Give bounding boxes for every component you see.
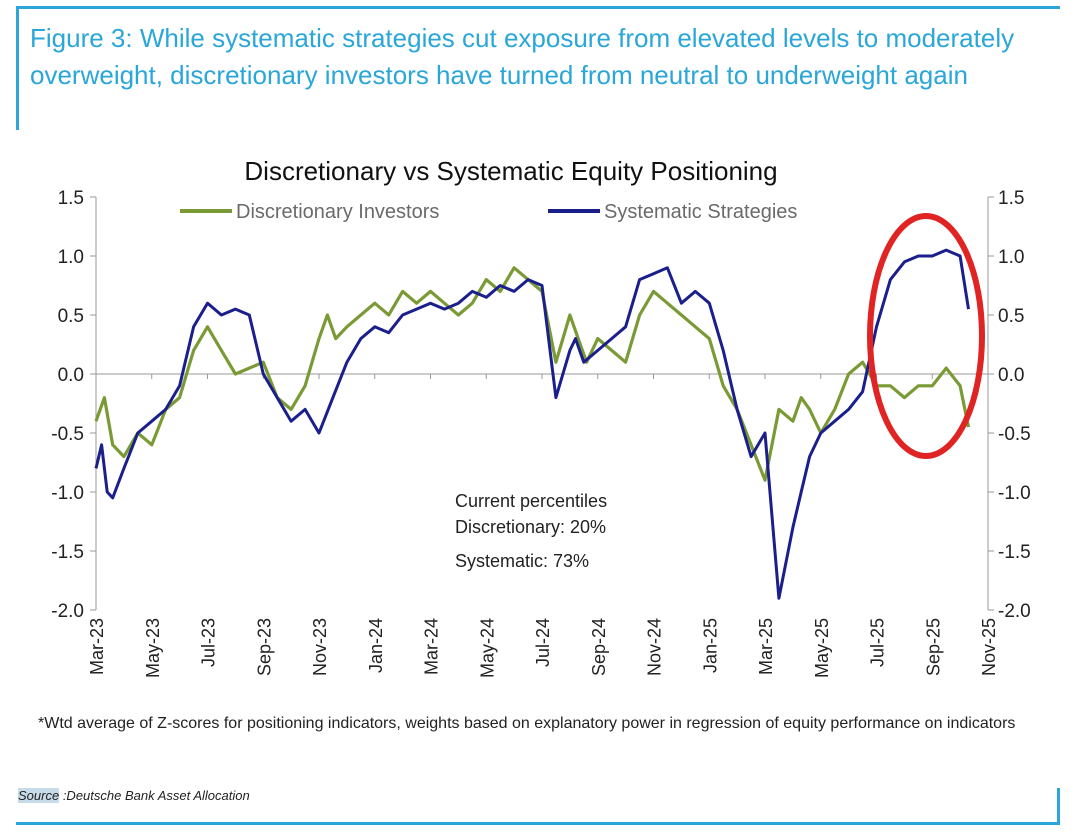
left-rule	[16, 6, 19, 130]
x-tick-label: Jan-24	[366, 618, 386, 673]
x-tick-label: Nov-24	[645, 618, 665, 676]
x-tick-label: May-25	[812, 618, 832, 678]
series-systematic-line	[94, 248, 970, 600]
y-tick-label-right: -2.0	[998, 601, 1031, 622]
y-tick-label-left: -1.0	[51, 483, 84, 504]
x-tick-label: Nov-23	[310, 618, 330, 676]
chart-area: Discretionary vs Systematic Equity Posit…	[0, 140, 1080, 710]
x-tick-label: Mar-25	[756, 618, 776, 675]
y-tick-label-left: 1.0	[58, 247, 84, 268]
y-tick-label-left: 0.5	[58, 306, 84, 327]
y-tick-label-left: -0.5	[51, 424, 84, 445]
footnote: *Wtd average of Z-scores for positioning…	[38, 715, 1016, 732]
x-tick-label: Jul-23	[199, 618, 219, 667]
y-tick-label-right: -0.5	[998, 424, 1031, 445]
x-tick-label: Mar-24	[422, 618, 442, 675]
y-tick-label-right: 0.5	[998, 306, 1024, 327]
x-tick-label: Sep-23	[254, 618, 274, 676]
y-tick-label-right: 1.0	[998, 247, 1024, 268]
percentile-annotation: Current percentiles Discretionary: 20% S…	[455, 491, 607, 571]
y-tick-label-right: -1.5	[998, 542, 1031, 563]
x-tick-label: Nov-25	[979, 618, 999, 676]
x-tick-label: May-24	[477, 618, 497, 678]
x-tick-label: Jan-25	[700, 618, 720, 673]
line-chart: Discretionary vs Systematic Equity Posit…	[51, 156, 1031, 678]
y-tick-label-left: -1.5	[51, 542, 84, 563]
legend: Discretionary Investors Systematic Strat…	[180, 201, 797, 223]
y-tick-label-right: 0.0	[998, 365, 1024, 386]
chart-title: Discretionary vs Systematic Equity Posit…	[244, 156, 777, 186]
top-rule	[16, 6, 1060, 9]
figure-title: Figure 3: While systematic strategies cu…	[30, 23, 1015, 90]
y-tick-label-right: 1.5	[998, 188, 1024, 209]
source-line: Source :Deutsche Bank Asset Allocation	[18, 788, 250, 803]
series-discretionary-line	[94, 266, 971, 482]
legend-discretionary-label: Discretionary Investors	[236, 201, 439, 223]
right-rule	[1057, 788, 1060, 825]
y-tick-label-left: -2.0	[51, 601, 84, 622]
bottom-rule	[16, 822, 1060, 825]
series-group	[94, 248, 971, 600]
source-text: :Deutsche Bank Asset Allocation	[59, 788, 250, 803]
annotation-systematic: Systematic: 73%	[455, 551, 589, 571]
legend-systematic-label: Systematic Strategies	[604, 201, 797, 223]
y-tick-label-left: 1.5	[58, 188, 84, 209]
source-label: Source	[18, 788, 60, 803]
y-tick-label-left: 0.0	[58, 365, 84, 386]
axes: 1.5 1.5 1.0 1.0 0.5 0.5 0.0 0.0 -0.5 -0.5 -1.0 -1.0…	[51, 188, 1031, 678]
x-tick-label: Jul-25	[868, 618, 888, 667]
x-tick-label: Jul-24	[533, 618, 553, 667]
x-tick-label: Sep-25	[923, 618, 943, 676]
annotation-discretionary: Discretionary: 20%	[455, 517, 606, 537]
annotation-heading: Current percentiles	[455, 491, 607, 511]
x-tick-label: Mar-23	[87, 618, 107, 675]
highlight-ellipse	[867, 213, 985, 459]
x-tick-label: Sep-24	[589, 618, 609, 676]
y-tick-label-right: -1.0	[998, 483, 1031, 504]
x-tick-label: May-23	[143, 618, 163, 678]
